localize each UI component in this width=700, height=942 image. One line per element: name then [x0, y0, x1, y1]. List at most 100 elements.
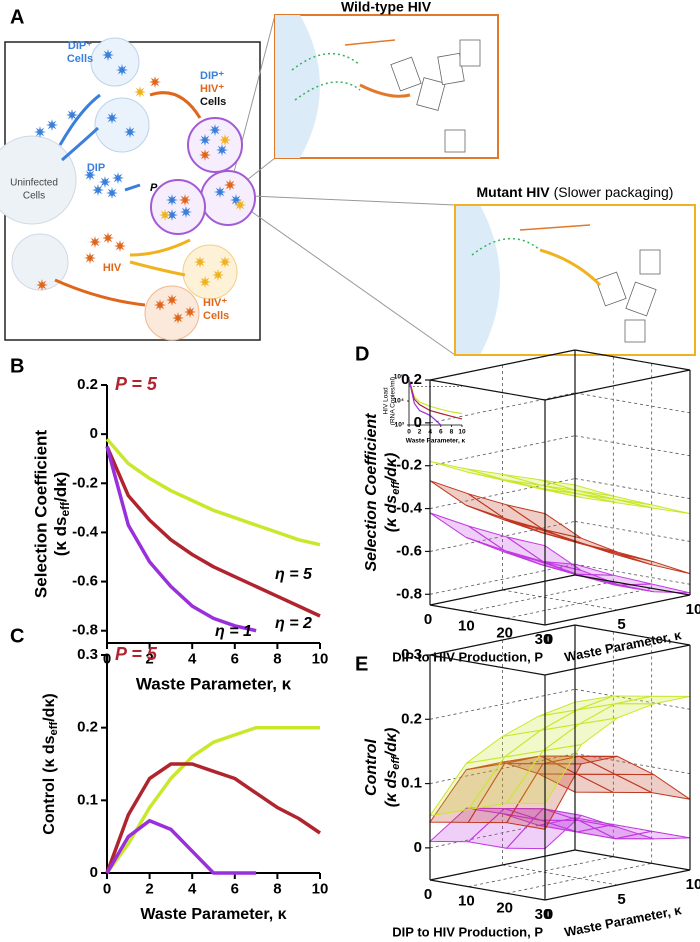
x-axis-label: Waste Parameter, κ	[136, 674, 292, 693]
cell-label: HIV⁺	[200, 83, 224, 95]
virion-icon	[116, 64, 128, 76]
x-tick-label: 6	[231, 880, 239, 897]
box-title: Wild-type HIV	[341, 0, 432, 15]
virion-icon	[134, 86, 146, 98]
box-title-note: (Slower packaging)	[554, 184, 674, 200]
surface-cell	[615, 552, 691, 575]
strand	[519, 224, 591, 231]
virion-icon	[166, 294, 178, 306]
virion-icon	[219, 134, 231, 146]
z-tick-label: 0.3	[401, 646, 422, 663]
box-edge	[429, 574, 576, 606]
virion-icon	[234, 199, 246, 211]
x-tick-label: 30	[535, 906, 552, 923]
x-tick-label: 0	[424, 611, 432, 628]
virion-icon	[84, 252, 96, 264]
panel-label: D	[355, 343, 369, 365]
x-tick-label: 10	[458, 893, 475, 910]
cell-label: HIV⁺	[203, 297, 227, 309]
y-tick-label: 10⁵	[394, 374, 404, 381]
z-tick-label: -0.2	[396, 457, 422, 474]
virion-icon	[172, 312, 184, 324]
x-tick-label: 20	[496, 899, 513, 916]
virion-sketch	[444, 129, 466, 153]
series-label: η = 2	[275, 615, 312, 632]
x-tick-label: 10	[458, 618, 475, 635]
y-tick-label: 0	[545, 631, 553, 648]
box-edge	[429, 654, 546, 676]
cell-label: Cells	[23, 191, 45, 202]
x-axis-label: DIP to HIV Production, P	[392, 924, 543, 939]
virion-icon	[159, 209, 171, 221]
box-edge	[429, 624, 576, 656]
virion-icon	[219, 256, 231, 268]
axis-label-formula: /dκ)	[383, 453, 400, 483]
virion-icon	[199, 149, 211, 161]
x-tick-label: 2	[145, 880, 153, 897]
axis-label-formula: /dκ)	[383, 728, 400, 758]
z-tick-label: 0	[414, 839, 422, 856]
series-line	[105, 818, 257, 875]
virion-icon	[114, 240, 126, 252]
surface-cell	[542, 528, 618, 553]
arrow	[54, 278, 146, 307]
cell-label: Uninfected	[10, 178, 58, 189]
box-title: Mutant HIV (Slower packaging)	[477, 184, 674, 200]
x-tick-label: 4	[188, 650, 197, 667]
series-line	[105, 445, 321, 618]
y-tick-label: -0.2	[72, 474, 98, 491]
box-edge	[429, 849, 576, 881]
arrow	[124, 183, 141, 192]
strand	[471, 238, 541, 256]
virion-icon	[102, 232, 114, 244]
y-tick-label: 5	[617, 616, 625, 633]
x-tick-label: 10	[458, 428, 466, 435]
x-axis-label: Waste Parameter, κ	[140, 906, 286, 923]
x-tick-label: 0	[424, 886, 432, 903]
virion-icon	[209, 124, 221, 136]
virion-icon	[212, 269, 224, 281]
arrow	[129, 260, 186, 277]
y-tick-label: -0.8	[72, 622, 98, 639]
grid-line	[502, 864, 618, 886]
annotation: P = 5	[115, 374, 158, 394]
assembly-strands	[291, 39, 602, 287]
axis-label-formula: eff	[48, 722, 60, 736]
y-tick-label: 0	[90, 864, 98, 881]
virion-icon	[154, 299, 166, 311]
z-tick-label: -0.6	[396, 542, 422, 559]
virion-icon	[214, 186, 226, 198]
y-axis-label: HIV Load	[383, 387, 390, 414]
box-edge	[544, 594, 691, 626]
axis-label-formula: /dκ)	[51, 472, 70, 502]
y-tick-label: 10	[686, 876, 700, 893]
x-tick-label: 30	[535, 631, 552, 648]
z-tick-label: -0.8	[396, 585, 422, 602]
axis-label-formula: (κ ds	[51, 517, 70, 557]
arrow	[129, 238, 191, 257]
virion-icon	[224, 179, 236, 191]
virion-sketch	[390, 56, 422, 92]
infection-arrows	[54, 91, 202, 307]
virion-label: HIV	[103, 262, 122, 274]
virion-icon	[66, 109, 78, 121]
cell-membrane	[275, 15, 320, 158]
box-edge	[429, 379, 546, 401]
coinfected-cell	[150, 179, 206, 235]
y-tick-label: 0	[90, 425, 98, 442]
hiv-cell	[182, 244, 238, 300]
grid-line	[574, 563, 691, 585]
arrow	[58, 93, 101, 146]
zoom-line	[227, 194, 456, 356]
virion-sketch	[625, 281, 657, 317]
axis-label-formula: (κ ds	[383, 770, 400, 808]
virion-sketch	[416, 77, 446, 111]
grid-line	[429, 563, 576, 595]
virion-icon	[84, 169, 96, 181]
box-edge	[429, 879, 546, 901]
virion-sketch	[639, 249, 661, 275]
z-tick-label: 0.1	[401, 775, 422, 792]
arrow	[61, 126, 100, 162]
